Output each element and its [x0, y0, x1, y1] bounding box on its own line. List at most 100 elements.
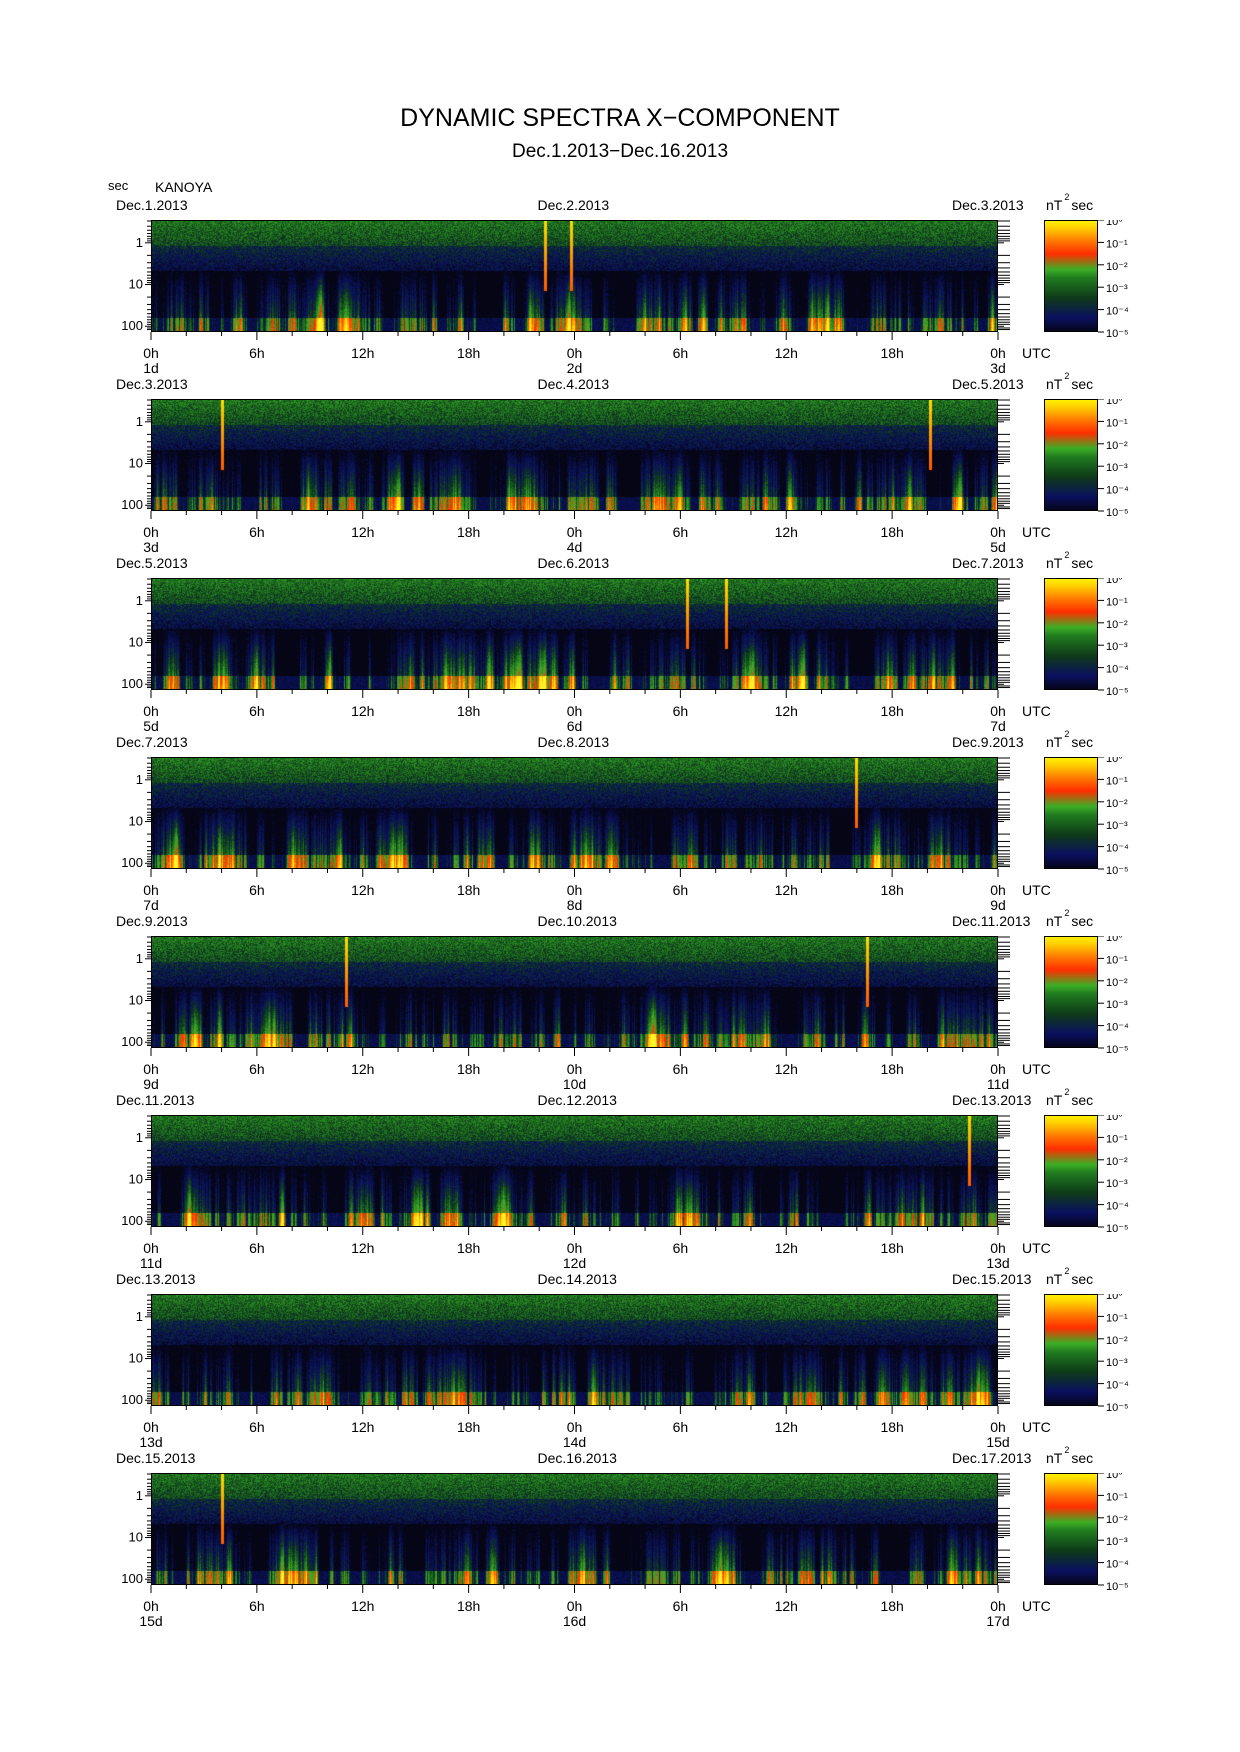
x-tick-label: 18h — [457, 1598, 480, 1614]
day-label: 3d — [990, 360, 1006, 376]
x-tick-label: 6h — [249, 703, 265, 719]
x-tick-label: 0h — [990, 1061, 1006, 1077]
colorbar-unit-exponent: 2 — [1064, 550, 1070, 560]
colorbar-tick-label: 10⁻⁵ — [1106, 1223, 1129, 1235]
colorbar — [1044, 1294, 1098, 1406]
x-tick-label: 12h — [775, 882, 798, 898]
x-tick-label: 6h — [249, 345, 265, 361]
colorbar-unit-label: nT 2 sec — [1046, 1087, 1093, 1108]
y-tick-label: 100 — [121, 1571, 143, 1586]
colorbar — [1044, 399, 1098, 511]
colorbar-unit-label: nT 2 sec — [1046, 908, 1093, 929]
panel-end-date: Dec.7.2013 — [952, 555, 1024, 571]
colorbar-tick-label: 10⁻¹ — [1106, 1133, 1128, 1145]
panel-end-date: Dec.5.2013 — [952, 376, 1024, 392]
colorbar-tick-label: 10⁻⁴ — [1106, 843, 1129, 855]
utc-label: UTC — [1022, 1240, 1051, 1256]
spectrogram-panel-3: Dec.5.2013 Dec.6.2013 Dec.7.2013 nT 2 sec 1 10 1… — [0, 550, 1240, 758]
colorbar-tick-label: 10⁰ — [1106, 936, 1123, 944]
panel-start-date: Dec.11.2013 — [116, 1092, 195, 1108]
x-tick-label: 0h — [990, 1240, 1006, 1256]
day-label: 10d — [563, 1076, 586, 1092]
x-tick-label: 0h — [143, 1240, 159, 1256]
y-tick-label: 1 — [136, 235, 143, 250]
x-tick-label: 0h — [567, 882, 583, 898]
day-label: 11d — [987, 1076, 1009, 1092]
panel-end-date: Dec.15.2013 — [952, 1271, 1032, 1287]
y-tick-label: 10 — [129, 456, 143, 471]
colorbar-unit-suffix: sec — [1071, 1450, 1094, 1466]
colorbar-tick-label: 10⁻² — [1106, 977, 1128, 989]
spectrogram-heatmap — [152, 1295, 997, 1405]
colorbar-unit-exponent: 2 — [1064, 729, 1070, 739]
x-tick-label: 0h — [143, 703, 159, 719]
colorbar-tick-label: 10⁻³ — [1106, 641, 1128, 653]
colorbar-unit-exponent: 2 — [1064, 908, 1070, 918]
panel-start-date: Dec.9.2013 — [116, 913, 188, 929]
x-tick-label: 18h — [880, 1419, 903, 1435]
x-tick-label: 0h — [567, 703, 583, 719]
day-label: 11d — [140, 1255, 162, 1271]
spectrogram-panel-4: Dec.7.2013 Dec.8.2013 Dec.9.2013 nT 2 sec 1 10 1… — [0, 729, 1240, 937]
colorbar-unit-suffix: sec — [1071, 555, 1094, 571]
spectrogram-panel-7: Dec.13.2013 Dec.14.2013 Dec.15.2013 nT 2 sec 1… — [0, 1266, 1240, 1474]
colorbar-tick-label: 10⁻¹ — [1106, 775, 1128, 787]
x-tick-label: 0h — [990, 345, 1006, 361]
day-label: 12d — [563, 1255, 586, 1271]
colorbar-tick-label: 10⁻³ — [1106, 283, 1128, 295]
colorbar-tick-label: 10⁻³ — [1106, 1178, 1128, 1190]
x-tick-label: 18h — [880, 1598, 903, 1614]
spectrogram-panel-6: Dec.11.2013 Dec.12.2013 Dec.13.2013 nT 2 sec 1… — [0, 1087, 1240, 1295]
colorbar-unit-label: nT 2 sec — [1046, 192, 1093, 213]
x-tick-label: 6h — [673, 1419, 689, 1435]
x-tick-label: 12h — [775, 524, 798, 540]
y-tick-label: 10 — [129, 635, 143, 650]
colorbar — [1044, 936, 1098, 1048]
day-label: 1d — [143, 360, 159, 376]
day-label: 15d — [139, 1613, 162, 1629]
colorbar-tick-label: 10⁻³ — [1106, 820, 1128, 832]
x-tick-label: 0h — [990, 703, 1006, 719]
y-axis-unit-label: sec — [108, 178, 129, 193]
x-tick-label: 0h — [567, 524, 583, 540]
colorbar-unit: nT — [1046, 1450, 1063, 1466]
x-tick-label: 12h — [351, 882, 374, 898]
colorbar-tick-label: 10⁻² — [1106, 261, 1128, 273]
panel-mid-date: Dec.4.2013 — [537, 376, 610, 392]
x-tick-label: 0h — [990, 882, 1006, 898]
colorbar-tick-label: 10⁻¹ — [1106, 1491, 1128, 1503]
x-tick-label: 0h — [567, 1061, 583, 1077]
y-tick-label: 100 — [121, 318, 143, 333]
colorbar-unit-exponent: 2 — [1064, 192, 1070, 202]
x-tick-label: 0h — [567, 345, 583, 361]
x-tick-label: 0h — [143, 1061, 159, 1077]
colorbar-unit-label: nT 2 sec — [1046, 1445, 1094, 1466]
x-tick-label: 18h — [880, 882, 903, 898]
utc-label: UTC — [1022, 703, 1051, 719]
x-tick-label: 6h — [249, 1061, 265, 1077]
x-tick-label: 0h — [143, 1419, 159, 1435]
x-tick-label: 0h — [143, 345, 159, 361]
y-tick-label: 10 — [129, 814, 143, 829]
panel-mid-date: Dec.6.2013 — [537, 555, 610, 571]
y-tick-label: 100 — [121, 855, 143, 870]
colorbar-tick-label: 10⁻⁵ — [1106, 1044, 1129, 1056]
y-tick-label: 100 — [121, 1213, 143, 1228]
spectrogram-heatmap — [152, 1474, 997, 1584]
y-tick-label: 10 — [129, 277, 143, 292]
day-label: 9d — [143, 1076, 159, 1092]
colorbar-tick-label: 10⁰ — [1106, 1473, 1123, 1481]
spectrogram-plot — [151, 1473, 998, 1585]
y-tick-label: 1 — [136, 593, 143, 608]
day-label: 5d — [143, 718, 159, 734]
x-tick-label: 18h — [457, 1240, 480, 1256]
spectrogram-plot — [151, 757, 998, 869]
x-tick-label: 0h — [567, 1240, 583, 1256]
day-label: 13d — [986, 1255, 1009, 1271]
colorbar-tick-label: 10⁻⁴ — [1106, 306, 1129, 318]
x-tick-label: 6h — [673, 1061, 689, 1077]
